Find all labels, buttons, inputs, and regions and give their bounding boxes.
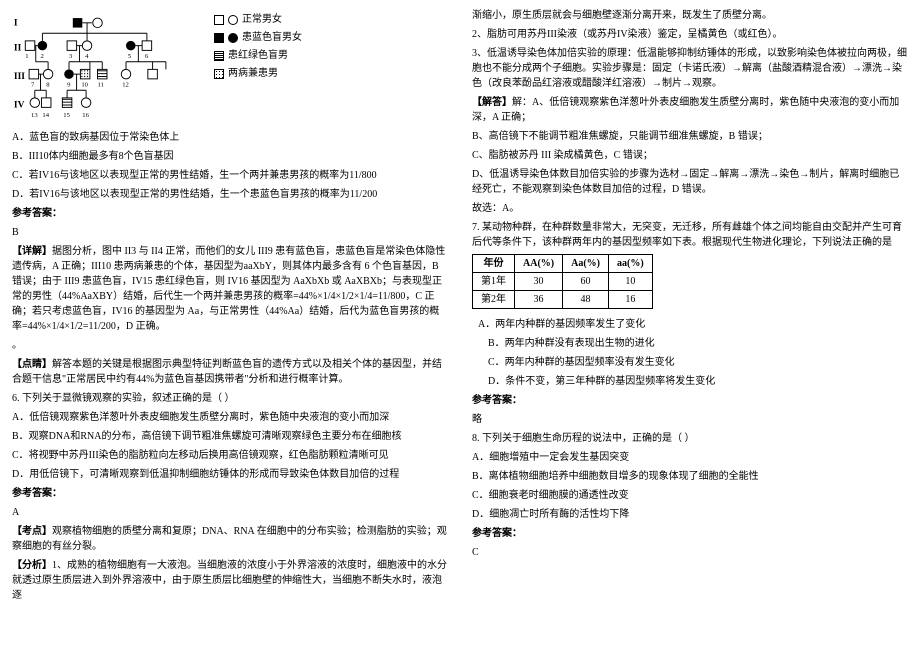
- answer-label: 参考答案：: [472, 526, 908, 541]
- svg-text:9: 9: [67, 81, 71, 88]
- option-c: C．若IV16与该地区以表现型正常的男性结婚，生一个两并兼患男孩的概率为11/8…: [12, 168, 448, 183]
- table-header: 年份: [473, 255, 515, 273]
- table-cell: 16: [609, 291, 653, 309]
- svg-text:11: 11: [98, 81, 104, 88]
- q8-opt-d: D．细胞凋亡时所有酶的活性均下降: [472, 507, 908, 522]
- answer-label: 参考答案：: [12, 486, 448, 501]
- svg-text:14: 14: [42, 112, 49, 119]
- option-a: A．蓝色盲的致病基因位于常染色体上: [12, 130, 448, 145]
- table-cell: 48: [563, 291, 609, 309]
- answer-label: 参考答案：: [472, 393, 908, 408]
- svg-text:16: 16: [82, 112, 89, 119]
- table-header: Aa(%): [563, 255, 609, 273]
- q8-answer: C: [472, 545, 908, 560]
- left-column: I II III IV 12 34 5: [0, 0, 460, 651]
- q7-stem: 7. 某动物种群，在种群数量非常大，无突变，无迁移，所有雌雄个体之间均能自由交配…: [472, 220, 908, 250]
- svg-text:10: 10: [81, 81, 88, 88]
- option-b: B．III10体内细胞最多有8个色盲基因: [12, 149, 448, 164]
- table-header: AA(%): [515, 255, 563, 273]
- pedigree-figure: I II III IV 12 34 5: [12, 12, 448, 122]
- pedigree-legend: 正常男女 患蓝色盲男女 患红绿色盲男 两病兼患男: [214, 12, 302, 122]
- table-row: 第1年 30 60 10: [473, 273, 653, 291]
- svg-text:II: II: [14, 43, 22, 53]
- table-row: 第2年 36 48 16: [473, 291, 653, 309]
- table-cell: 第2年: [473, 291, 515, 309]
- genotype-table: 年份 AA(%) Aa(%) aa(%) 第1年 30 60 10 第2年 36…: [472, 254, 653, 309]
- svg-text:6: 6: [145, 53, 149, 60]
- q7-answer: 略: [472, 412, 908, 427]
- table-header: aa(%): [609, 255, 653, 273]
- q8-opt-c: C．细胞衰老时细胞膜的通透性改变: [472, 488, 908, 503]
- q6-opt-a: A．低倍镜观察紫色洋葱叶外表皮细胞发生质壁分离时，紫色随中央液泡的变小而加深: [12, 410, 448, 425]
- svg-text:5: 5: [128, 53, 132, 60]
- pedigree-svg: I II III IV 12 34 5: [12, 12, 202, 122]
- solve-a: 【解答】解：A、低倍镜观察紫色洋葱叶外表皮细胞发生质壁分离时，紫色随中央液泡的变…: [472, 95, 908, 125]
- q6-answer: A: [12, 505, 448, 520]
- right-column: 渐缩小，原生质层就会与细胞壁逐渐分离开来，既发生了质壁分离。 2、脂肪可用苏丹I…: [460, 0, 920, 651]
- svg-text:13: 13: [31, 112, 38, 119]
- table-cell: 36: [515, 291, 563, 309]
- legend-text: 正常男女: [242, 12, 282, 28]
- q7-opt-b: 两年内种群没有表现出生物的进化: [505, 338, 655, 349]
- legend-text: 患红绿色盲男: [228, 48, 288, 64]
- q7-options: A．两年内种群的基因频率发生了变化 B．两年内种群没有表现出生物的进化 C．两年…: [472, 317, 908, 389]
- answer-label: 参考答案：: [12, 206, 448, 221]
- svg-text:7: 7: [31, 81, 35, 88]
- svg-text:4: 4: [85, 53, 89, 60]
- svg-text:8: 8: [46, 81, 50, 88]
- pick: 故选：A。: [472, 201, 908, 216]
- detail: 【详解】据图分析，图中 II3 与 II4 正常，而他们的女儿 III9 患有蓝…: [12, 244, 448, 334]
- svg-text:I: I: [14, 19, 18, 29]
- svg-text:15: 15: [63, 112, 70, 119]
- table-cell: 10: [609, 273, 653, 291]
- table-cell: 60: [563, 273, 609, 291]
- solve-b: B、高倍镜下不能调节粗准焦螺旋，只能调节细准焦螺旋，B 错误；: [472, 129, 908, 144]
- svg-text:2: 2: [41, 53, 44, 60]
- q6-opt-d: D．用低倍镜下，可清晰观察到低温抑制细胞纺锤体的形成而导致染色体数目加倍的过程: [12, 467, 448, 482]
- answer-value: B: [12, 225, 448, 240]
- analysis: 【分析】1、成熟的植物细胞有一大液泡。当细胞液的浓度小于外界溶液的浓度时，细胞液…: [12, 558, 448, 603]
- table-row: 年份 AA(%) Aa(%) aa(%): [473, 255, 653, 273]
- svg-text:3: 3: [69, 53, 73, 60]
- q8-opt-b: B．离体植物细胞培养中细胞数目增多的现象体现了细胞的全能性: [472, 469, 908, 484]
- q8-stem: 8. 下列关于细胞生命历程的说法中，正确的是（ ）: [472, 431, 908, 446]
- svg-text:12: 12: [122, 81, 129, 88]
- q8-opt-a: A．细胞增殖中一定会发生基因突变: [472, 450, 908, 465]
- option-d: D．若IV16与该地区以表现型正常的男性结婚，生一个患蓝色盲男孩的概率为11/2…: [12, 187, 448, 202]
- q6-opt-c: C．将视野中苏丹III染色的脂肪粒向左移动后换用高倍镜观察，红色脂肪颗粒清晰可见: [12, 448, 448, 463]
- q7-opt-d: 条件不变，第三年种群的基因型频率将发生变化: [505, 376, 715, 387]
- q7-opt-a: 两年内种群的基因频率发生了变化: [495, 319, 645, 330]
- svg-text:III: III: [14, 72, 25, 82]
- svg-text:IV: IV: [14, 100, 25, 110]
- svg-text:1: 1: [25, 53, 28, 60]
- legend-text: 患蓝色盲男女: [242, 30, 302, 46]
- q6-stem: 6. 下列关于显微镜观察的实验，叙述正确的是（ ）: [12, 391, 448, 406]
- cont-text: 3、低温诱导染色体加倍实验的原理：低温能够抑制纺锤体的形成，以致影响染色体被拉向…: [472, 46, 908, 91]
- table-cell: 30: [515, 273, 563, 291]
- legend-text: 两病兼患男: [228, 66, 278, 82]
- q6-opt-b: B．观察DNA和RNA的分布，高倍镜下调节粗准焦螺旋可清晰观察绿色主要分布在细胞…: [12, 429, 448, 444]
- exam: 【考点】观察植物细胞的质壁分离和复原；DNA、RNA 在细胞中的分布实验；检测脂…: [12, 524, 448, 554]
- table-cell: 第1年: [473, 273, 515, 291]
- solve-d: D、低温诱导染色体数目加倍实验的步骤为选材→固定→解离→漂洗→染色→制片，解离时…: [472, 167, 908, 197]
- solve-c: C、脂肪被苏丹 III 染成橘黄色，C 错误；: [472, 148, 908, 163]
- q7-opt-c: 两年内种群的基因型频率没有发生变化: [505, 357, 675, 368]
- cont-text: 2、脂肪可用苏丹III染液（或苏丹IV染液）鉴定，呈橘黄色（或红色）。: [472, 27, 908, 42]
- tip: 【点睛】解答本题的关键是根据图示典型特征判断蓝色盲的遗传方式以及相关个体的基因型…: [12, 357, 448, 387]
- cont-text: 渐缩小，原生质层就会与细胞壁逐渐分离开来，既发生了质壁分离。: [472, 8, 908, 23]
